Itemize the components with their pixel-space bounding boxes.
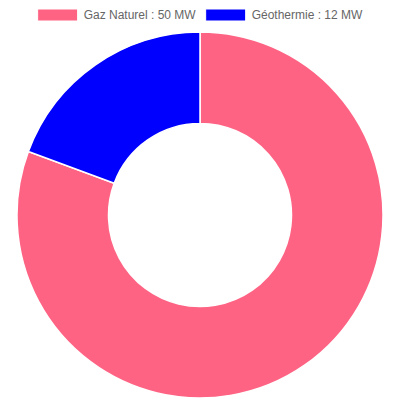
slice <box>17 32 383 398</box>
legend-label: Géothermie : 12 MW <box>252 8 363 22</box>
slice <box>28 32 200 183</box>
slices <box>17 32 383 398</box>
legend-item: Gaz Naturel : 50 MW <box>38 8 197 22</box>
legend-label: Gaz Naturel : 50 MW <box>84 8 197 22</box>
legend-swatch <box>38 9 78 21</box>
legend: Gaz Naturel : 50 MW Géothermie : 12 MW <box>38 8 363 22</box>
legend-item: Géothermie : 12 MW <box>206 8 363 22</box>
legend-swatch <box>206 9 246 21</box>
chart: Gaz Naturel : 50 MW Géothermie : 12 MW <box>0 0 400 400</box>
